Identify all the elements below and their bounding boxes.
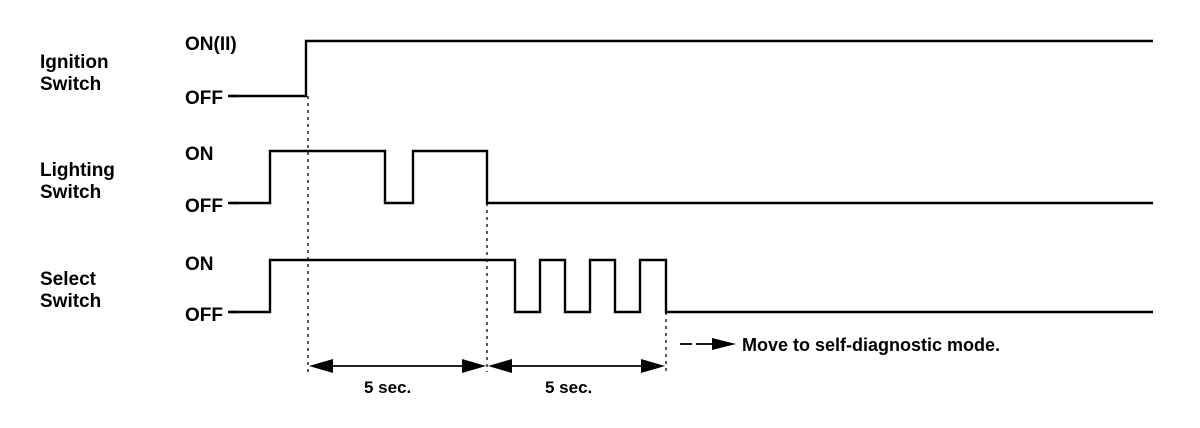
select-off-label: OFF [185,305,223,326]
lighting-on-label: ON [185,144,214,165]
interval-2-left-arrow-icon [488,359,512,373]
interval-2-right-arrow-icon [641,359,665,373]
select-on-label: ON [185,254,214,275]
interval-2-dimension: 5 sec. [488,359,665,397]
interval-1-dimension: 5 sec. [309,359,486,397]
lighting-switch-signal: Lighting Switch ON OFF [40,144,1153,217]
interval-2-label: 5 sec. [545,378,592,397]
interval-1-label: 5 sec. [364,378,411,397]
ignition-on-label: ON(II) [185,34,237,55]
lighting-switch-waveform [230,149,1153,205]
timing-guides [307,96,667,372]
result-note: Move to self-diagnostic mode. [680,335,1000,355]
result-arrow-icon [712,338,736,350]
ignition-switch-name-line1: Ignition [40,52,109,73]
interval-1-right-arrow-icon [462,359,486,373]
select-switch-waveform [230,258,1153,314]
select-switch-name-line1: Select [40,269,97,290]
ignition-off-label: OFF [185,88,223,109]
interval-1-left-arrow-icon [309,359,333,373]
select-switch-signal: Select Switch ON OFF [40,254,1153,326]
result-note-text: Move to self-diagnostic mode. [742,335,1000,355]
lighting-switch-name-line1: Lighting [40,160,115,181]
lighting-switch-name-line2: Switch [40,182,101,203]
ignition-switch-signal: Ignition Switch ON(II) OFF [40,34,1153,109]
lighting-off-label: OFF [185,196,223,217]
select-switch-name-line2: Switch [40,291,101,312]
ignition-switch-name-line2: Switch [40,74,101,95]
ignition-switch-waveform [230,39,1153,98]
